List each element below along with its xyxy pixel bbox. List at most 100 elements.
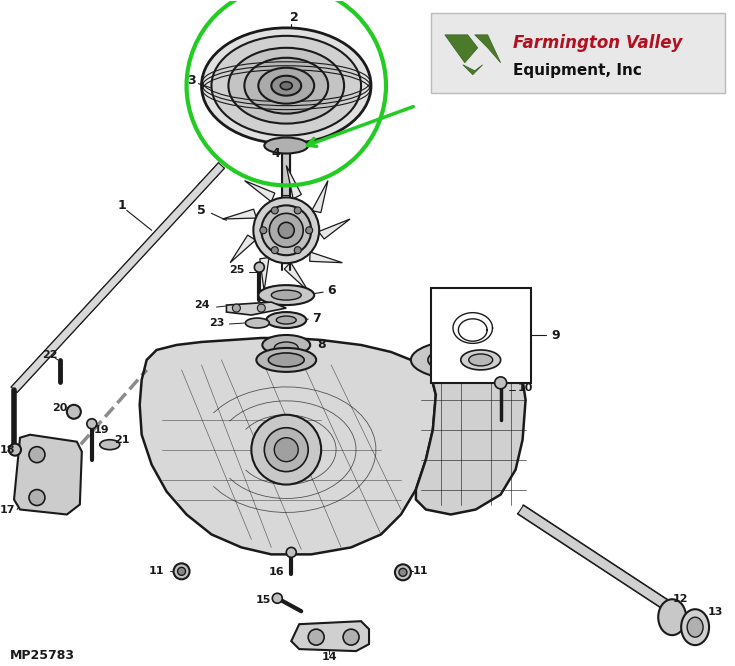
Polygon shape <box>230 234 270 262</box>
Polygon shape <box>416 358 526 515</box>
Circle shape <box>29 447 45 463</box>
Text: 6: 6 <box>327 284 335 296</box>
Polygon shape <box>282 144 290 195</box>
Bar <box>431 288 531 383</box>
Text: MP25783: MP25783 <box>10 649 75 661</box>
Circle shape <box>260 227 267 234</box>
Polygon shape <box>226 302 286 315</box>
Text: 21: 21 <box>114 435 129 445</box>
Polygon shape <box>259 249 287 291</box>
Text: 1: 1 <box>118 199 126 212</box>
Circle shape <box>232 304 240 312</box>
Circle shape <box>254 262 265 272</box>
Circle shape <box>9 444 21 456</box>
Circle shape <box>274 438 298 462</box>
Text: 9: 9 <box>551 329 560 342</box>
Ellipse shape <box>268 353 304 367</box>
Polygon shape <box>278 165 301 207</box>
Ellipse shape <box>266 312 306 328</box>
Ellipse shape <box>229 48 344 124</box>
Circle shape <box>173 563 190 579</box>
Bar <box>431 13 725 93</box>
Circle shape <box>251 415 321 485</box>
Circle shape <box>286 547 296 557</box>
Circle shape <box>395 564 411 580</box>
Text: 19: 19 <box>94 425 110 435</box>
Ellipse shape <box>258 285 314 305</box>
Polygon shape <box>14 435 82 515</box>
Circle shape <box>279 222 294 238</box>
Ellipse shape <box>244 58 328 114</box>
Text: 25: 25 <box>229 265 244 275</box>
Circle shape <box>294 207 301 214</box>
Ellipse shape <box>681 609 709 645</box>
Polygon shape <box>295 180 328 218</box>
Ellipse shape <box>659 599 686 635</box>
Text: 15: 15 <box>256 595 271 605</box>
Ellipse shape <box>411 340 520 380</box>
Polygon shape <box>308 218 350 239</box>
Text: 11: 11 <box>149 566 165 576</box>
Text: 16: 16 <box>268 567 284 577</box>
Circle shape <box>67 405 81 419</box>
Ellipse shape <box>201 28 371 144</box>
Text: 2: 2 <box>290 11 298 25</box>
Circle shape <box>257 304 265 312</box>
Text: 20: 20 <box>52 403 68 413</box>
Text: 23: 23 <box>209 318 224 328</box>
Polygon shape <box>11 163 224 392</box>
Ellipse shape <box>257 348 316 372</box>
Polygon shape <box>463 65 483 75</box>
Polygon shape <box>291 621 369 651</box>
Text: 4: 4 <box>272 147 281 160</box>
Polygon shape <box>140 338 436 554</box>
Text: 11: 11 <box>413 566 429 576</box>
Ellipse shape <box>276 316 296 324</box>
Ellipse shape <box>254 197 319 263</box>
Polygon shape <box>445 35 478 63</box>
Ellipse shape <box>212 36 361 136</box>
Polygon shape <box>302 234 343 262</box>
Text: Equipment, Inc: Equipment, Inc <box>512 63 642 78</box>
Circle shape <box>29 490 45 505</box>
Text: 24: 24 <box>194 300 209 310</box>
Circle shape <box>306 227 312 234</box>
Circle shape <box>294 246 301 254</box>
Ellipse shape <box>262 205 311 255</box>
Circle shape <box>265 428 308 472</box>
Ellipse shape <box>269 213 304 247</box>
Polygon shape <box>223 209 265 234</box>
Ellipse shape <box>280 82 293 90</box>
Circle shape <box>272 593 282 603</box>
Polygon shape <box>475 35 501 63</box>
Text: 3: 3 <box>187 74 196 87</box>
Polygon shape <box>284 249 309 291</box>
Text: 12: 12 <box>673 594 688 604</box>
Circle shape <box>343 629 359 645</box>
Ellipse shape <box>258 68 314 104</box>
Circle shape <box>87 419 97 429</box>
Ellipse shape <box>262 335 310 355</box>
Ellipse shape <box>469 354 492 366</box>
Ellipse shape <box>274 342 298 354</box>
Ellipse shape <box>265 138 308 153</box>
Polygon shape <box>518 505 683 618</box>
Circle shape <box>178 567 185 575</box>
Text: 14: 14 <box>321 652 337 662</box>
Ellipse shape <box>687 617 703 637</box>
Text: Farmington Valley: Farmington Valley <box>512 34 682 52</box>
Ellipse shape <box>271 76 301 96</box>
Text: 8: 8 <box>317 338 326 352</box>
Text: 13: 13 <box>707 607 723 617</box>
Circle shape <box>271 207 279 214</box>
Polygon shape <box>245 180 278 218</box>
Ellipse shape <box>245 318 269 328</box>
Circle shape <box>271 246 279 254</box>
Text: 5: 5 <box>197 204 206 217</box>
Text: 7: 7 <box>312 312 320 324</box>
Text: 22: 22 <box>42 350 57 360</box>
Circle shape <box>399 568 407 576</box>
Ellipse shape <box>461 350 501 370</box>
Text: 10: 10 <box>518 383 534 393</box>
Circle shape <box>308 629 324 645</box>
